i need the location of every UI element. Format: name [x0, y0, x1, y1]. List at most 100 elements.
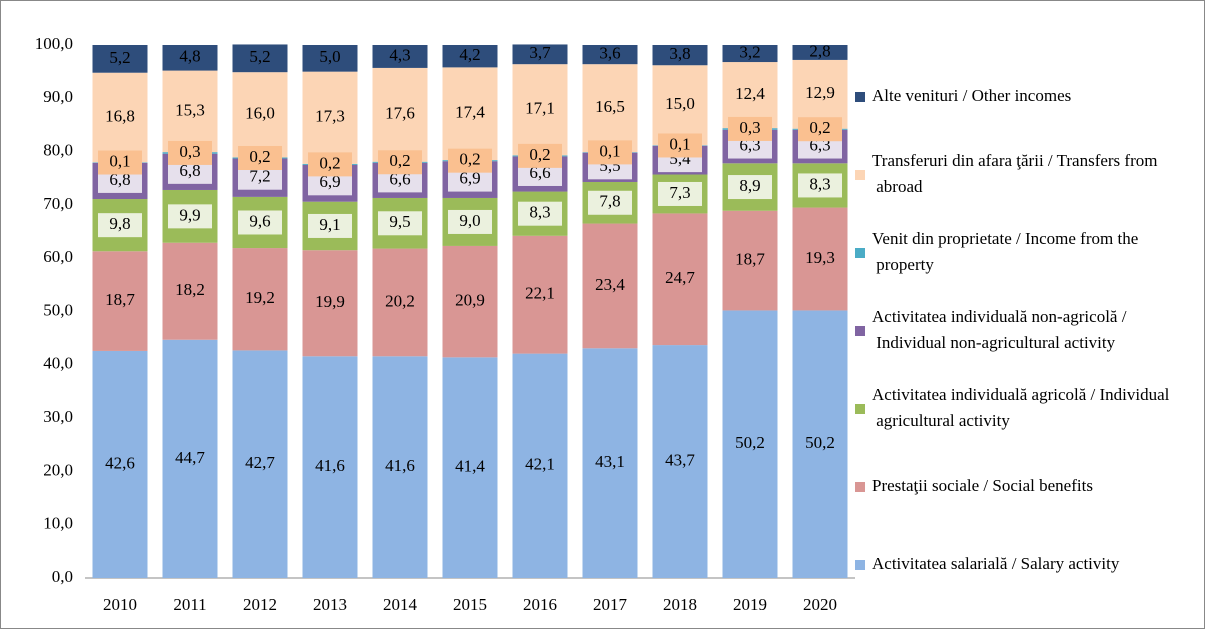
- legend-label: Activitatea individuală non-agricolă / I…: [872, 307, 1127, 352]
- x-tick-label: 2020: [803, 595, 837, 614]
- y-tick-label: 100,0: [35, 34, 73, 53]
- data-label: 24,7: [665, 268, 695, 287]
- data-label: 0,2: [809, 118, 830, 137]
- data-label: 41,4: [455, 457, 485, 476]
- data-label-bg: [798, 173, 842, 198]
- legend-swatch: [855, 248, 865, 258]
- data-label: 41,6: [385, 456, 415, 475]
- legend-swatch: [855, 92, 865, 102]
- bar-segment: [442, 67, 498, 161]
- x-tick-label: 2015: [453, 595, 487, 614]
- data-label: 9,5: [389, 212, 410, 231]
- data-label-bg: [728, 116, 772, 141]
- y-tick-label: 60,0: [43, 247, 73, 266]
- data-label-bg: [378, 211, 422, 236]
- legend-label: Activitatea individuală agricolă / Indiv…: [872, 385, 1170, 430]
- data-label: 3,6: [599, 44, 620, 63]
- data-label: 6,9: [459, 168, 480, 187]
- legend-swatch: [855, 404, 865, 414]
- data-label-bg: [798, 117, 842, 142]
- data-label: 6,8: [179, 161, 200, 180]
- data-label-bg: [238, 210, 282, 235]
- data-label: 0,1: [669, 134, 690, 153]
- data-label: 43,7: [665, 450, 695, 469]
- data-label-bg: [168, 204, 212, 229]
- data-label: 19,2: [245, 288, 275, 307]
- data-label: 43,1: [595, 452, 625, 471]
- bar-segment: [652, 345, 708, 578]
- data-label: 5,2: [109, 48, 130, 67]
- bar-segment: [232, 248, 288, 351]
- bar-segment: [792, 207, 848, 311]
- data-label-bg: [658, 133, 702, 158]
- data-label: 16,8: [105, 106, 135, 125]
- data-label: 8,3: [809, 174, 830, 193]
- data-label: 0,2: [459, 150, 480, 169]
- data-label: 50,2: [805, 433, 835, 452]
- data-label: 42,6: [105, 453, 135, 472]
- data-label-bg: [98, 213, 142, 238]
- bar-segment: [92, 350, 148, 578]
- data-label: 0,2: [529, 145, 550, 164]
- data-label: 9,0: [459, 211, 480, 230]
- bar-segment: [582, 64, 638, 153]
- data-label: 7,3: [669, 183, 690, 202]
- bar-segment: [162, 242, 218, 340]
- bar-segment: [302, 250, 358, 357]
- bar-segment: [372, 67, 428, 162]
- bar-segment: [372, 356, 428, 578]
- data-label: 6,8: [109, 170, 130, 189]
- data-label: 41,6: [315, 456, 345, 475]
- data-label-bg: [98, 150, 142, 175]
- bar-segment: [162, 45, 218, 71]
- bar-segment: [232, 44, 288, 73]
- data-label: 15,0: [665, 94, 695, 113]
- x-tick-label: 2016: [523, 595, 557, 614]
- y-tick-label: 0,0: [52, 567, 73, 586]
- x-tick-label: 2017: [593, 595, 628, 614]
- data-label: 17,4: [455, 103, 485, 122]
- bar-segment: [512, 64, 568, 156]
- y-tick-label: 50,0: [43, 300, 73, 319]
- data-label: 12,4: [735, 84, 765, 103]
- bar-segment: [92, 45, 148, 73]
- data-label: 9,6: [249, 211, 270, 230]
- data-label: 17,6: [385, 104, 415, 123]
- data-label: 0,2: [249, 147, 270, 166]
- data-label: 9,1: [319, 215, 340, 234]
- data-label: 17,3: [315, 107, 345, 126]
- data-label: 23,4: [595, 275, 625, 294]
- bar-segment: [722, 210, 778, 311]
- data-label-bg: [448, 148, 492, 173]
- bar-segment: [582, 45, 638, 65]
- legend-label: Venit din proprietate / Income from the …: [872, 229, 1138, 274]
- bar-segment: [792, 45, 848, 60]
- legend-swatch: [855, 560, 865, 570]
- data-label-bg: [448, 209, 492, 234]
- data-label: 9,9: [179, 205, 200, 224]
- bar-segment: [652, 45, 708, 66]
- bar-segment: [302, 71, 358, 164]
- bar-segment: [442, 45, 498, 68]
- bar-segment: [372, 45, 428, 68]
- data-label-bg: [588, 190, 632, 215]
- y-tick-label: 20,0: [43, 460, 73, 479]
- bar-segment: [722, 310, 778, 578]
- bar-segment: [512, 353, 568, 578]
- y-tick-label: 30,0: [43, 407, 73, 426]
- x-tick-label: 2014: [383, 595, 418, 614]
- legend-label: Transferuri din afara ţării / Transfers …: [872, 151, 1157, 196]
- legend-swatch: [855, 326, 865, 336]
- data-label-bg: [728, 175, 772, 200]
- y-tick-label: 40,0: [43, 354, 73, 373]
- data-label: 6,9: [319, 172, 340, 191]
- data-label-bg: [238, 145, 282, 170]
- bar-segment: [302, 356, 358, 578]
- x-tick-label: 2010: [103, 595, 137, 614]
- data-label: 5,2: [249, 47, 270, 66]
- data-label: 0,2: [389, 151, 410, 170]
- data-label: 4,3: [389, 45, 410, 64]
- data-label: 20,2: [385, 291, 415, 310]
- bar-segment: [372, 248, 428, 357]
